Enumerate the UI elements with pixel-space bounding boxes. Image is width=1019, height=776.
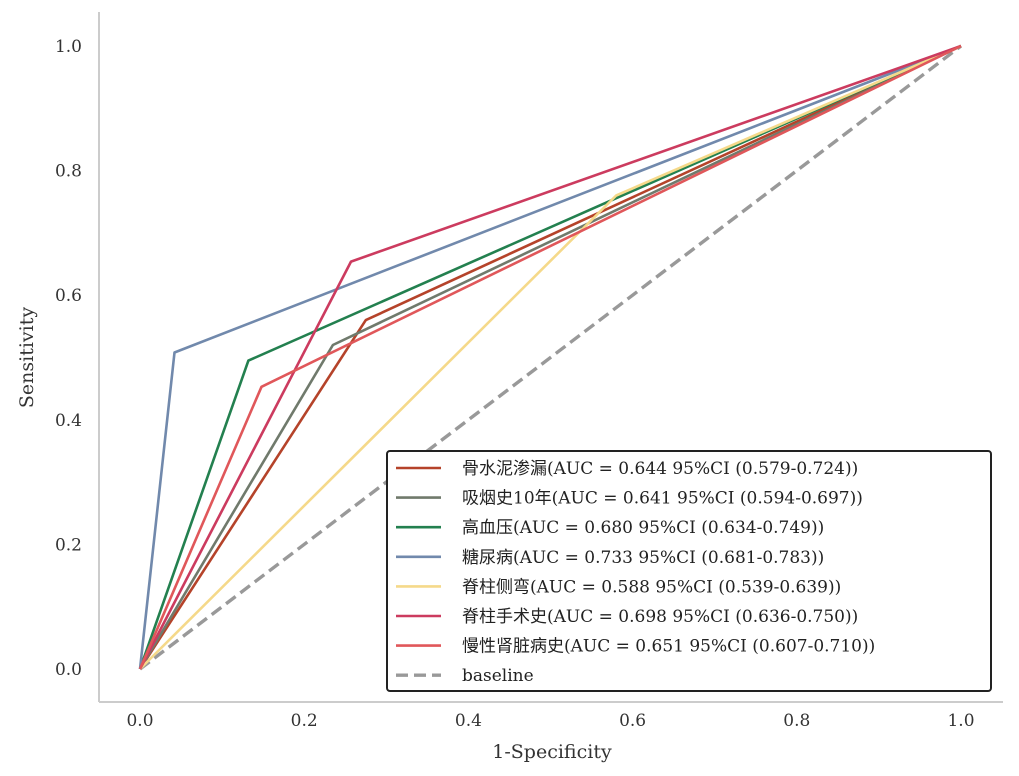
tick-labels: 0.0 0.2 0.4 0.6 0.8 1.0 0.0 0.2 0.4 0.6 0.8 1.0 xyxy=(55,37,975,731)
roc-curve-line xyxy=(138,44,963,671)
x-tick-label: 0.4 xyxy=(455,711,482,731)
legend-entry: 吸烟史10年(AUC = 0.641 95%CI (0.594-0.697)) xyxy=(462,489,863,509)
roc-curve-line xyxy=(138,44,962,670)
axes xyxy=(98,12,1003,703)
legend-box xyxy=(386,450,992,692)
x-axis-label: 1-Specificity xyxy=(492,741,612,763)
roc-curve-line xyxy=(138,44,962,670)
roc-curve-line xyxy=(138,44,962,670)
legend-entry: 糖尿病(AUC = 0.733 95%CI (0.681-0.783)) xyxy=(462,548,824,568)
y-tick-label: 0.4 xyxy=(55,411,82,431)
x-tick-label: 0.6 xyxy=(619,711,646,731)
legend-entry: 高血压(AUC = 0.680 95%CI (0.634-0.749)) xyxy=(462,518,824,538)
roc-curve-line xyxy=(139,44,962,670)
legend-entry: baseline xyxy=(462,666,534,686)
legend-entry: 脊柱手术史(AUC = 0.698 95%CI (0.636-0.750)) xyxy=(462,607,858,627)
y-tick-label: 0.0 xyxy=(55,660,82,680)
x-tick-label: 0.8 xyxy=(783,711,810,731)
x-tick-label: 0.2 xyxy=(291,711,318,731)
legend-entry: 慢性肾脏病史(AUC = 0.651 95%CI (0.607-0.710)) xyxy=(462,636,875,657)
roc-curve-line xyxy=(138,44,962,670)
roc-curve-line xyxy=(138,44,962,670)
y-tick-label: 0.8 xyxy=(55,162,82,182)
legend-entry: 脊柱侧弯(AUC = 0.588 95%CI (0.539-0.639)) xyxy=(462,577,841,597)
y-tick-label: 0.2 xyxy=(55,535,82,555)
y-axis-label: Sensitivity xyxy=(16,307,38,408)
roc-curves xyxy=(138,44,963,671)
y-tick-label: 0.6 xyxy=(55,286,82,306)
x-tick-label: 1.0 xyxy=(947,711,974,731)
legend: 骨水泥渗漏(AUC = 0.644 95%CI (0.579-0.724)) 吸烟… xyxy=(386,450,992,692)
legend-entry: 骨水泥渗漏(AUC = 0.644 95%CI (0.579-0.724)) xyxy=(462,459,858,479)
x-tick-label: 0.0 xyxy=(126,711,153,731)
roc-curve-line xyxy=(138,44,962,670)
y-tick-label: 1.0 xyxy=(55,37,82,57)
